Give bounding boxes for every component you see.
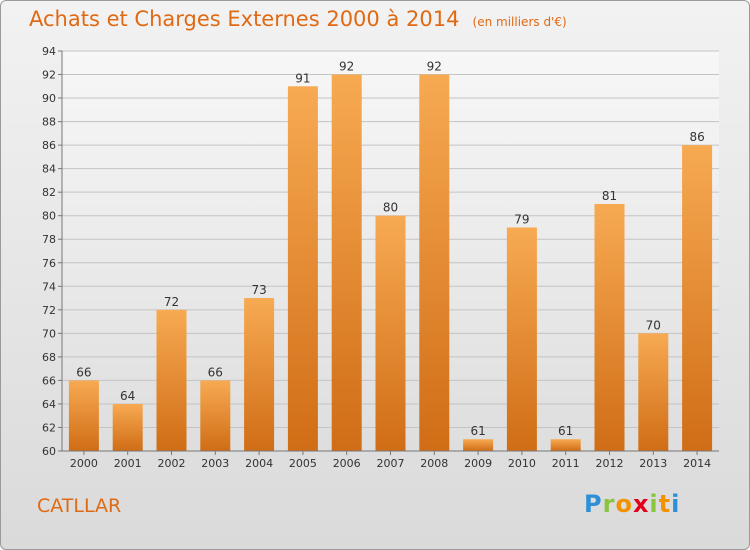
y-tick-label: 88: [42, 116, 56, 129]
x-tick-label: 2008: [420, 457, 448, 470]
bar: [200, 380, 231, 451]
bar: [682, 145, 713, 451]
y-tick-label: 60: [42, 445, 56, 458]
bar: [375, 215, 406, 451]
x-tick-label: 2007: [377, 457, 405, 470]
bar: [244, 298, 275, 451]
x-tick-label: 2014: [683, 457, 711, 470]
y-tick-label: 68: [42, 351, 56, 364]
x-tick-label: 2009: [464, 457, 492, 470]
bar: [638, 333, 669, 451]
x-tick-label: 2000: [70, 457, 98, 470]
x-tick-label: 2011: [552, 457, 580, 470]
y-tick-label: 66: [42, 374, 56, 387]
x-tick-label: 2001: [114, 457, 142, 470]
y-tick-label: 90: [42, 92, 56, 105]
x-tick-label: 2012: [596, 457, 624, 470]
commune-name: CATLLAR: [37, 495, 122, 517]
bar: [156, 309, 187, 451]
bar: [463, 439, 494, 451]
y-tick-label: 84: [42, 163, 56, 176]
x-tick-label: 2013: [639, 457, 667, 470]
bar: [419, 74, 450, 451]
bar-value-label: 73: [251, 283, 266, 297]
bar-value-label: 64: [120, 389, 135, 403]
logo-letter: t: [658, 490, 672, 518]
x-tick-label: 2004: [245, 457, 273, 470]
logo-letter: P: [584, 490, 603, 518]
bar: [287, 86, 318, 451]
bar: [550, 439, 581, 451]
bar-value-label: 92: [427, 60, 442, 74]
logo-letter: o: [615, 490, 633, 518]
bar-value-label: 61: [558, 424, 573, 438]
y-tick-label: 80: [42, 210, 56, 223]
y-tick-label: 78: [42, 233, 56, 246]
bar: [331, 74, 362, 451]
y-tick-label: 74: [42, 280, 56, 293]
x-tick-label: 2006: [333, 457, 361, 470]
x-tick-label: 2002: [158, 457, 186, 470]
x-tick-label: 2010: [508, 457, 536, 470]
logo-letter: x: [632, 490, 650, 518]
y-tick-label: 94: [42, 45, 56, 58]
bar-value-label: 86: [689, 130, 704, 144]
x-tick-label: 2005: [289, 457, 317, 470]
y-tick-label: 62: [42, 421, 56, 434]
logo-letter: i: [649, 490, 659, 518]
y-tick-label: 72: [42, 304, 56, 317]
bar-value-label: 81: [602, 189, 617, 203]
bar: [506, 227, 537, 451]
bar-value-label: 91: [295, 71, 310, 85]
bar: [112, 403, 143, 451]
y-tick-label: 92: [42, 69, 56, 82]
bar: [594, 203, 625, 451]
bar-value-label: 70: [646, 318, 661, 332]
bar-value-label: 66: [76, 365, 91, 379]
bar-value-label: 80: [383, 201, 398, 215]
bar-value-label: 61: [470, 424, 485, 438]
bar-value-label: 79: [514, 212, 529, 226]
bar: [68, 380, 99, 451]
title-unit: (en milliers d'€): [472, 15, 567, 29]
bar-value-label: 92: [339, 60, 354, 74]
y-tick-label: 76: [42, 257, 56, 270]
bar-value-label: 72: [164, 295, 179, 309]
y-tick-label: 64: [42, 398, 56, 411]
y-tick-label: 82: [42, 186, 56, 199]
logo-letter: r: [602, 490, 616, 518]
bar-value-label: 66: [208, 365, 223, 379]
title-main: Achats et Charges Externes 2000 à 2014: [29, 7, 460, 31]
x-tick-label: 2003: [201, 457, 229, 470]
y-tick-label: 86: [42, 139, 56, 152]
logo-letter: i: [671, 490, 681, 518]
chart-title: Achats et Charges Externes 2000 à 2014 (…: [29, 7, 567, 31]
y-tick-label: 70: [42, 327, 56, 340]
proxiti-logo: Proxiti: [584, 490, 680, 518]
